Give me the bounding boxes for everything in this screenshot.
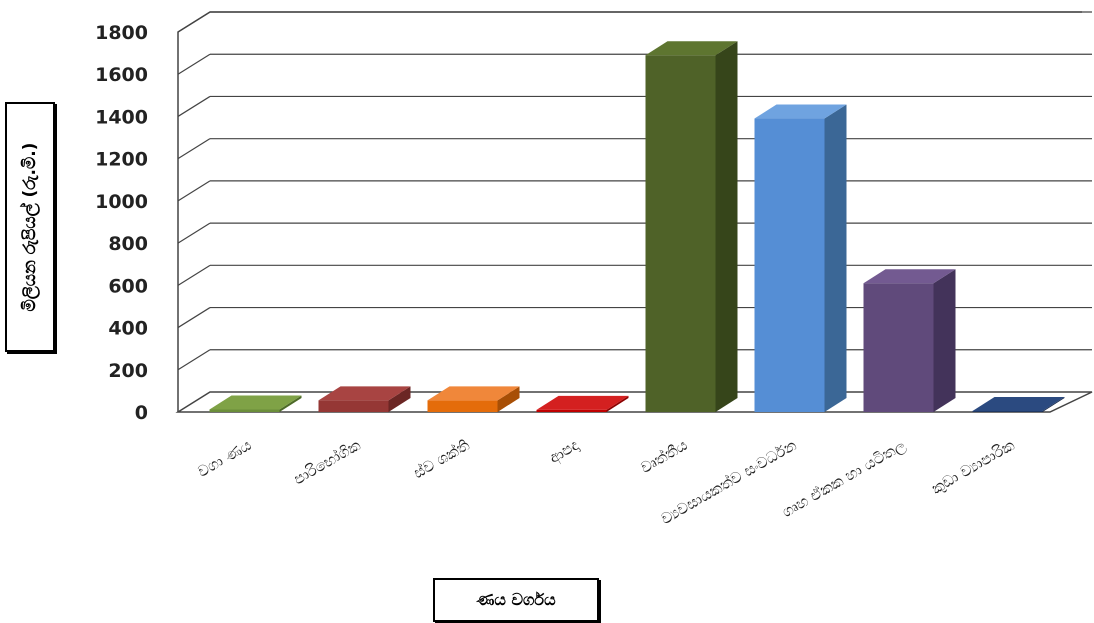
x-tick-label: වෘත්තීය: [637, 436, 690, 477]
x-axis-title: ණය වර්ගය: [433, 578, 599, 622]
x-tick-label: ස්ව ශක්ති: [410, 436, 472, 482]
bar: [209, 395, 302, 412]
bar: [427, 386, 520, 412]
bar-front: [863, 283, 934, 412]
y-axis-title: මිලියන රුපියල් (රු.මි.): [20, 142, 40, 312]
y-tick-label: 1200: [95, 149, 148, 171]
y-axis-ticks: 0 200 400 600 800 1000 1200 1400 1600 1800: [95, 22, 148, 424]
gridline-side: [177, 53, 211, 75]
gridline-side: [177, 307, 211, 329]
gridline-side: [177, 11, 211, 33]
y-tick-label: 800: [108, 233, 148, 255]
bar-front: [536, 409, 607, 412]
y-tick-label: 200: [108, 360, 148, 382]
gridline-side: [177, 222, 211, 244]
x-tick-label: කුඩා ව්‍යාපාරික: [928, 436, 1017, 498]
bar-front: [972, 410, 1043, 412]
bar-top: [972, 396, 1065, 411]
bar-front: [209, 409, 280, 412]
y-tick-label: 0: [135, 402, 148, 424]
bar-side: [497, 386, 520, 412]
gridline-side: [177, 95, 211, 117]
x-tick-label: ගෘහ ඒකක හා යටිතල: [779, 436, 909, 521]
bar: [318, 386, 411, 412]
bar-top: [318, 386, 411, 401]
bar: [972, 396, 1065, 412]
bar: [754, 104, 847, 413]
gridline-side: [177, 138, 211, 160]
bar-front: [645, 55, 716, 412]
gridline-side: [177, 349, 211, 371]
x-tick-label: ආපදා: [546, 436, 582, 468]
y-tick-label: 1800: [95, 22, 148, 44]
y-tick-label: 1000: [95, 191, 148, 213]
y-tick-label: 400: [108, 318, 148, 340]
x-axis-categories: වගා ණය පාරිභෝගික ස්ව ශක්ති ආපදා වෘත්තීයව්‍යව…: [195, 436, 1018, 528]
bar-top: [863, 269, 956, 284]
y-tick-label: 1600: [95, 64, 148, 86]
bar-top: [427, 386, 520, 401]
x-tick-label: පාරිභෝගික: [290, 436, 363, 489]
bar: [645, 41, 738, 412]
y-tick-label: 1400: [95, 106, 148, 128]
bar-front: [427, 400, 498, 412]
bar-side: [715, 41, 738, 412]
bar-side: [388, 386, 411, 412]
bar-side: [606, 395, 629, 412]
bar-side: [933, 269, 956, 412]
y-axis-title-box: මිලියන රුපියල් (රු.මි.): [5, 102, 55, 352]
bar-front: [318, 400, 389, 412]
bar: [536, 395, 629, 412]
bar-top: [536, 395, 629, 410]
y-tick-label: 600: [108, 275, 148, 297]
bar: [863, 269, 956, 412]
gridline-side: [177, 180, 211, 202]
bar-side: [824, 104, 847, 413]
bars: [209, 41, 1065, 413]
bar-top: [645, 41, 738, 56]
bar-side: [1042, 396, 1065, 412]
bar-top: [754, 104, 847, 119]
bar-top: [209, 395, 302, 410]
x-tick-label: වගා ණය: [195, 436, 255, 481]
bar-side: [279, 395, 302, 412]
gridline-side: [177, 264, 211, 286]
bar-front: [754, 118, 825, 413]
